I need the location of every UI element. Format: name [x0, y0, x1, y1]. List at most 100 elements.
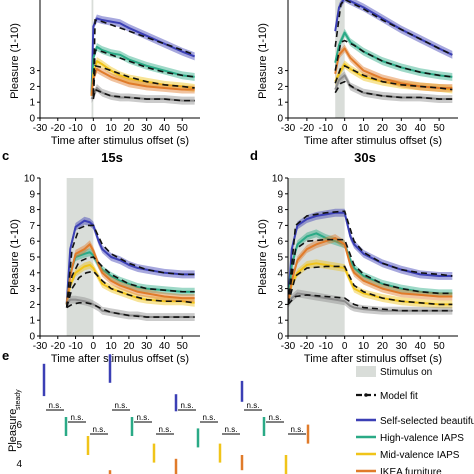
panel-e-ns-label: n.s. — [291, 425, 304, 434]
stimulus-on-shade — [335, 0, 345, 118]
x-tick-label: 0 — [91, 341, 97, 352]
legend-series-label: Mid-valence IAPS — [380, 450, 460, 461]
series-band-gray — [335, 71, 453, 103]
model-fit-line — [92, 64, 195, 96]
panel-e-ytick: 5 — [16, 440, 22, 451]
plot-area — [65, 178, 195, 336]
x-tick-label: -10 — [68, 123, 83, 134]
y-tick-label: 3 — [29, 284, 35, 295]
x-tick-label: 50 — [434, 123, 446, 134]
y-tick-label: 1 — [29, 98, 35, 109]
x-tick-label: -10 — [68, 341, 83, 352]
panel-e-group: n.s. n.s. n.s. — [174, 394, 244, 471]
y-tick-label: 2 — [29, 300, 35, 311]
x-tick-label: 40 — [159, 123, 171, 134]
x-tick-label: 0 — [342, 341, 348, 352]
model-fit-line — [92, 88, 195, 102]
x-tick-label: 30 — [396, 123, 408, 134]
x-tick-label: 10 — [358, 341, 370, 352]
x-tick-label: 20 — [123, 341, 135, 352]
panel-e-ns-label: n.s. — [203, 413, 216, 422]
y-tick-label: 3 — [29, 66, 35, 77]
y-tick-label: 4 — [277, 268, 283, 279]
panel-e-ns-label: n.s. — [137, 413, 150, 422]
model-fit-line — [92, 19, 195, 95]
x-axis-title: Time after stimulus offset (s) — [304, 353, 442, 365]
legend-model-fit-swatch — [356, 393, 376, 397]
y-tick-label: 1 — [29, 316, 35, 327]
y-tick-label: 3 — [277, 284, 283, 295]
y-tick-label: 6 — [277, 237, 283, 248]
y-tick-label: 2 — [277, 300, 283, 311]
x-tick-label: 20 — [123, 123, 135, 134]
y-tick-label: 0 — [277, 332, 283, 343]
y-tick-label: 5 — [277, 253, 283, 264]
series-band-beautiful — [288, 208, 453, 309]
series-band-ikea — [91, 65, 195, 100]
panel-letter: d — [250, 148, 258, 163]
panel-e-ns-label: n.s. — [247, 401, 260, 410]
x-tick-label: 30 — [141, 123, 153, 134]
panel-title: 15s — [101, 150, 123, 165]
y-tick-label: 2 — [277, 82, 283, 93]
y-tick-label: 7 — [29, 221, 35, 232]
x-tick-label: 50 — [177, 341, 189, 352]
legend-stimulus-label: Stimulus on — [380, 367, 432, 378]
series-band-mid — [91, 57, 195, 100]
y-tick-label: 1 — [277, 98, 283, 109]
x-tick-label: 10 — [106, 341, 118, 352]
axes: -30 -20 -10 0 10 20 30 40 50 0 1 2 3 Time after stimu… — [9, 0, 200, 147]
series-band-beautiful — [335, 0, 453, 59]
x-axis-title: Time after stimulus offset (s) — [51, 353, 189, 365]
series-line-mid — [65, 263, 195, 305]
y-tick-label: 8 — [29, 205, 35, 216]
x-tick-label: 40 — [415, 123, 427, 134]
series-band-high — [91, 42, 195, 99]
series-line-ikea — [65, 243, 195, 305]
x-tick-label: -30 — [33, 123, 48, 134]
x-axis-title: Time after stimulus offset (s) — [304, 135, 442, 147]
series-line-ikea — [288, 237, 453, 305]
y-axis-title: Pleasure (1-10) — [9, 23, 21, 99]
y-tick-label: 1 — [277, 316, 283, 327]
model-fit-line — [334, 0, 453, 56]
model-fit-line — [65, 224, 195, 308]
plot-area — [288, 178, 453, 336]
x-tick-label: 0 — [342, 123, 348, 134]
panel-e-group: n.s. n.s. n.s. — [240, 380, 310, 474]
series-line-gray — [288, 292, 453, 312]
model-fit-line — [288, 294, 453, 312]
model-fit-line — [65, 256, 195, 308]
panel-b: -30 -20 -10 0 10 20 30 40 50 0 1 2 3 Time after stimu… — [257, 0, 458, 147]
legend-model-fit-dot — [364, 393, 368, 397]
series-line-ikea — [334, 47, 453, 89]
panel-e-ns-label: n.s. — [181, 401, 194, 410]
model-fit-line — [334, 80, 453, 100]
x-tick-label: 0 — [91, 123, 97, 134]
model-fit-line — [288, 265, 453, 306]
x-tick-label: 50 — [177, 123, 189, 134]
x-tick-label: -20 — [300, 123, 315, 134]
x-tick-label: 50 — [434, 341, 446, 352]
x-tick-label: 40 — [415, 341, 427, 352]
y-tick-label: 7 — [277, 221, 283, 232]
series-band-ikea — [66, 240, 195, 309]
panel-e-group: n.s. n.s. n.s. — [108, 354, 178, 474]
x-tick-label: -30 — [33, 341, 48, 352]
x-tick-label: 40 — [159, 341, 171, 352]
stimulus-on-shade — [288, 178, 345, 336]
panel-e-ns-label: n.s. — [269, 413, 282, 422]
legend-series: Self-selected beautiful High-valence IAPS… — [356, 416, 474, 474]
x-tick-label: -10 — [319, 123, 334, 134]
legend-stimulus-swatch — [356, 366, 376, 377]
y-axis-title: Pleasure (1-10) — [257, 23, 269, 99]
plot-area — [334, 0, 453, 118]
panel-e-ns-label: n.s. — [49, 401, 62, 410]
y-tick-label: 10 — [24, 174, 36, 185]
panel-e-ns-label: n.s. — [225, 425, 238, 434]
y-tick-label: 0 — [277, 114, 283, 125]
y-tick-label: 9 — [29, 189, 35, 200]
y-axis-title: Pleasure (1-10) — [257, 219, 269, 295]
